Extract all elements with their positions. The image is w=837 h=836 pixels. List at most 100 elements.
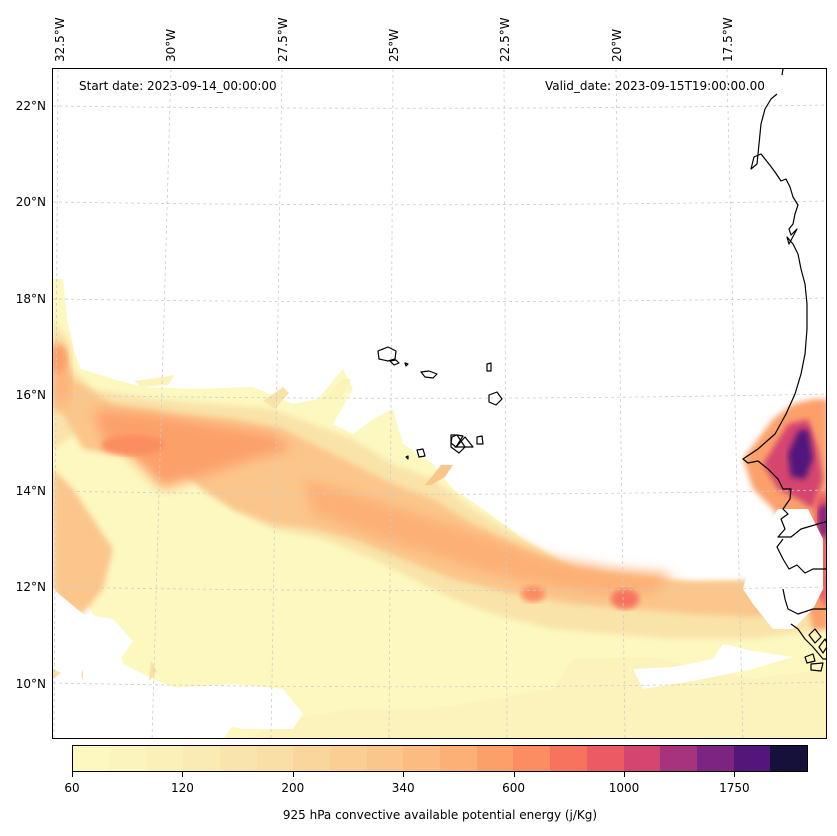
cape-contour-340	[93, 409, 293, 489]
gridline-lat	[53, 297, 826, 303]
colorbar-tick-label: 1750	[719, 781, 750, 795]
cape-field	[53, 69, 826, 738]
cape-gap	[743, 509, 823, 629]
gridline-lon	[503, 69, 508, 738]
colorbar-tick-label: 120	[170, 781, 194, 795]
gridline-lon	[388, 69, 394, 738]
colorbar-tick	[513, 772, 515, 777]
cape-contour-340	[303, 479, 673, 594]
lat-label: 22°N	[15, 99, 46, 113]
coastline-cape-verde	[416, 448, 426, 458]
cape-map	[53, 69, 826, 738]
gridline-lat	[53, 681, 826, 688]
gridline-lat	[53, 104, 826, 109]
cape-max	[101, 435, 165, 455]
colorbar-bin	[660, 746, 697, 771]
lon-label: 32.5°W	[53, 17, 67, 62]
cape-gap	[633, 644, 793, 689]
coastline-island	[818, 638, 826, 654]
colorbar-bin	[73, 746, 110, 771]
coastline-cape-verde	[389, 359, 400, 366]
coastline-island	[810, 662, 824, 672]
cape-gap	[153, 684, 303, 729]
colorbar-bin	[440, 746, 477, 771]
colorbar-bin	[183, 746, 220, 771]
colorbar	[72, 745, 808, 772]
start-date-label: Start date: 2023-09-14_00:00:00	[79, 79, 277, 93]
coastlines	[377, 69, 826, 672]
gridline-lat	[53, 586, 826, 591]
colorbar-bin	[476, 746, 514, 771]
lon-label: 20°W	[610, 28, 624, 62]
valid-date-label: Valid_date: 2023-09-15T19:00:00.00	[545, 79, 765, 93]
lon-label: 25°W	[387, 28, 401, 62]
colorbar-bin	[256, 746, 294, 771]
gridline-lon	[270, 69, 283, 738]
colorbar-bin	[513, 746, 551, 771]
coastline-africa	[742, 69, 826, 660]
cape-contour-60	[53, 669, 61, 679]
lat-label: 16°N	[15, 388, 46, 402]
cape-contour-60	[81, 669, 83, 681]
cape-gap	[53, 589, 133, 669]
coastline-cape-verde	[486, 362, 492, 372]
colorbar-bin	[623, 746, 661, 771]
colorbar-bin	[366, 746, 404, 771]
gridlines	[53, 69, 826, 738]
colorbar-bin	[293, 746, 330, 771]
gridline-lon	[151, 69, 172, 738]
coastline-cape-verde	[476, 435, 484, 445]
colorbar-bin	[109, 746, 147, 771]
lat-label: 14°N	[15, 484, 46, 498]
coastline-island	[804, 653, 816, 664]
coastline-island	[808, 628, 822, 644]
colorbar-tick-label: 60	[64, 781, 80, 795]
cape-gap	[53, 69, 826, 209]
colorbar-bin	[733, 746, 771, 771]
colorbar-bin	[770, 746, 808, 771]
gridline-lon	[615, 69, 626, 738]
lon-label: 30°W	[164, 28, 178, 62]
colorbar-tick	[182, 772, 184, 777]
lon-label: 22.5°W	[498, 17, 512, 62]
lat-label: 10°N	[15, 677, 46, 691]
coastline-cape-verde	[405, 455, 409, 460]
colorbar-tick	[72, 772, 73, 777]
cape-contour-1750	[818, 502, 826, 538]
colorbar-tick-label: 1000	[608, 781, 640, 795]
gridline-lat	[53, 200, 826, 206]
lat-label: 12°N	[15, 580, 46, 594]
colorbar-bin	[550, 746, 587, 771]
cape-contour-200	[425, 465, 453, 485]
colorbar-tick	[292, 772, 294, 777]
gridline-lon	[53, 69, 59, 738]
lon-label: 17.5°W	[721, 17, 735, 62]
gridline-lat	[53, 393, 826, 399]
cape-contour-1750	[788, 429, 813, 479]
colorbar-bin	[586, 746, 624, 771]
coastline-cape-verde	[377, 346, 397, 362]
cape-contour-60	[149, 661, 157, 681]
cape-contour-200	[53, 469, 113, 614]
colorbar-tick-label: 200	[281, 781, 305, 795]
lat-label: 18°N	[15, 292, 46, 306]
colorbar-tick-label: 340	[391, 781, 415, 795]
gridline-lat	[53, 489, 826, 495]
colorbar-bin	[329, 746, 367, 771]
colorbar-bin	[219, 746, 257, 771]
colorbar-bin	[146, 746, 184, 771]
cape-contour-60	[323, 379, 351, 399]
cape-contour-60	[135, 375, 175, 387]
colorbar-tick	[624, 772, 625, 777]
colorbar-bin	[403, 746, 441, 771]
gridline-lon	[726, 69, 744, 738]
lat-label: 20°N	[15, 195, 46, 209]
map-panel	[52, 68, 827, 739]
coastline-cape-verde	[454, 436, 474, 448]
colorbar-tick	[403, 772, 405, 777]
colorbar-label: 925 hPa convective available potential e…	[282, 808, 598, 822]
colorbar-bin	[696, 746, 734, 771]
lon-label: 27.5°W	[276, 17, 290, 62]
coastline-cape-verde	[488, 391, 503, 406]
coastline-cape-verde	[404, 362, 409, 367]
